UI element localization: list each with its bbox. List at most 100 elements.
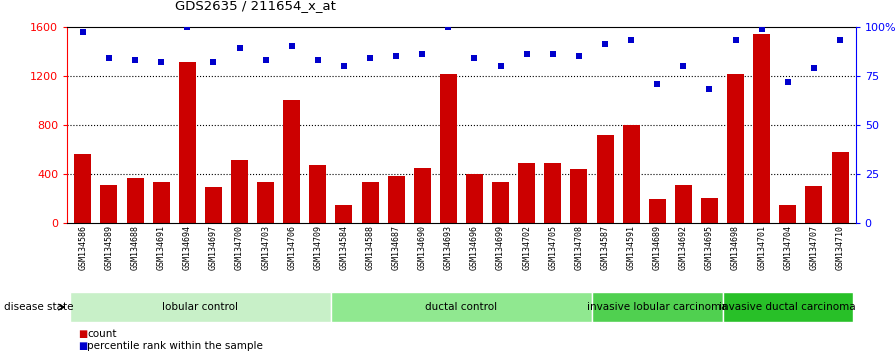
Bar: [100, 185, 117, 223]
Bar: [701, 199, 718, 223]
Bar: [362, 183, 378, 223]
Text: GSM134584: GSM134584: [340, 225, 349, 270]
Text: GSM134703: GSM134703: [261, 225, 270, 270]
Point: [180, 24, 194, 29]
Bar: [727, 74, 744, 223]
Text: GSM134690: GSM134690: [418, 225, 426, 270]
Point: [572, 53, 586, 59]
Point: [468, 55, 482, 61]
Point: [806, 65, 821, 71]
Text: GSM134709: GSM134709: [314, 225, 323, 270]
Text: GSM134704: GSM134704: [783, 225, 792, 270]
Point: [676, 63, 691, 69]
Point: [441, 24, 455, 29]
Text: GSM134707: GSM134707: [809, 225, 818, 270]
Text: disease state: disease state: [4, 302, 74, 312]
Point: [232, 45, 246, 51]
Bar: [466, 174, 483, 223]
Text: GSM134688: GSM134688: [131, 225, 140, 270]
Text: invasive ductal carcinoma: invasive ductal carcinoma: [719, 302, 856, 312]
Bar: [492, 183, 509, 223]
Text: GSM134697: GSM134697: [209, 225, 218, 270]
Point: [650, 81, 665, 86]
Bar: [331, 292, 592, 322]
Bar: [831, 152, 849, 223]
Point: [598, 41, 612, 47]
Bar: [152, 183, 169, 223]
Text: invasive lobular carcinoma: invasive lobular carcinoma: [587, 302, 728, 312]
Bar: [592, 292, 722, 322]
Bar: [722, 292, 853, 322]
Bar: [335, 205, 352, 223]
Text: percentile rank within the sample: percentile rank within the sample: [87, 341, 263, 351]
Text: lobular control: lobular control: [162, 302, 238, 312]
Point: [520, 51, 534, 57]
Text: GSM134588: GSM134588: [366, 225, 375, 270]
Text: GSM134692: GSM134692: [679, 225, 688, 270]
Bar: [388, 176, 405, 223]
Point: [702, 87, 717, 92]
Point: [154, 59, 168, 65]
Text: GSM134687: GSM134687: [392, 225, 401, 270]
Text: GSM134693: GSM134693: [444, 225, 452, 270]
Bar: [257, 183, 274, 223]
Point: [780, 79, 795, 84]
Point: [285, 44, 299, 49]
Point: [102, 55, 116, 61]
Bar: [780, 205, 797, 223]
Text: GSM134706: GSM134706: [288, 225, 297, 270]
Point: [415, 51, 429, 57]
Bar: [806, 186, 823, 223]
Text: GSM134589: GSM134589: [105, 225, 114, 270]
Bar: [126, 178, 143, 223]
Text: GDS2635 / 211654_x_at: GDS2635 / 211654_x_at: [175, 0, 336, 12]
Point: [75, 30, 90, 35]
Text: GSM134705: GSM134705: [548, 225, 557, 270]
Text: ■: ■: [78, 329, 87, 339]
Bar: [754, 34, 771, 223]
Bar: [74, 154, 91, 223]
Bar: [649, 199, 666, 223]
Text: GSM134689: GSM134689: [653, 225, 662, 270]
Text: GSM134701: GSM134701: [757, 225, 766, 270]
Bar: [571, 169, 588, 223]
Bar: [70, 292, 331, 322]
Bar: [545, 163, 561, 223]
Text: GSM134691: GSM134691: [157, 225, 166, 270]
Text: GSM134702: GSM134702: [522, 225, 531, 270]
Bar: [623, 125, 640, 223]
Text: GSM134591: GSM134591: [626, 225, 635, 270]
Point: [363, 55, 377, 61]
Bar: [414, 168, 431, 223]
Bar: [518, 163, 535, 223]
Point: [128, 57, 142, 63]
Bar: [205, 187, 222, 223]
Point: [337, 63, 351, 69]
Point: [728, 38, 743, 43]
Point: [624, 38, 638, 43]
Bar: [231, 160, 248, 223]
Text: GSM134699: GSM134699: [496, 225, 505, 270]
Point: [389, 53, 403, 59]
Point: [494, 63, 508, 69]
Text: ductal control: ductal control: [426, 302, 497, 312]
Point: [206, 59, 220, 65]
Text: GSM134696: GSM134696: [470, 225, 479, 270]
Text: GSM134698: GSM134698: [731, 225, 740, 270]
Point: [258, 57, 272, 63]
Point: [833, 38, 848, 43]
Bar: [309, 165, 326, 223]
Text: ■: ■: [78, 341, 87, 351]
Point: [311, 57, 325, 63]
Bar: [283, 100, 300, 223]
Text: GSM134710: GSM134710: [835, 225, 845, 270]
Text: count: count: [87, 329, 116, 339]
Text: GSM134587: GSM134587: [600, 225, 609, 270]
Text: GSM134700: GSM134700: [235, 225, 244, 270]
Text: GSM134708: GSM134708: [574, 225, 583, 270]
Text: GSM134695: GSM134695: [705, 225, 714, 270]
Text: GSM134694: GSM134694: [183, 225, 192, 270]
Bar: [597, 135, 614, 223]
Point: [546, 51, 560, 57]
Bar: [179, 62, 196, 223]
